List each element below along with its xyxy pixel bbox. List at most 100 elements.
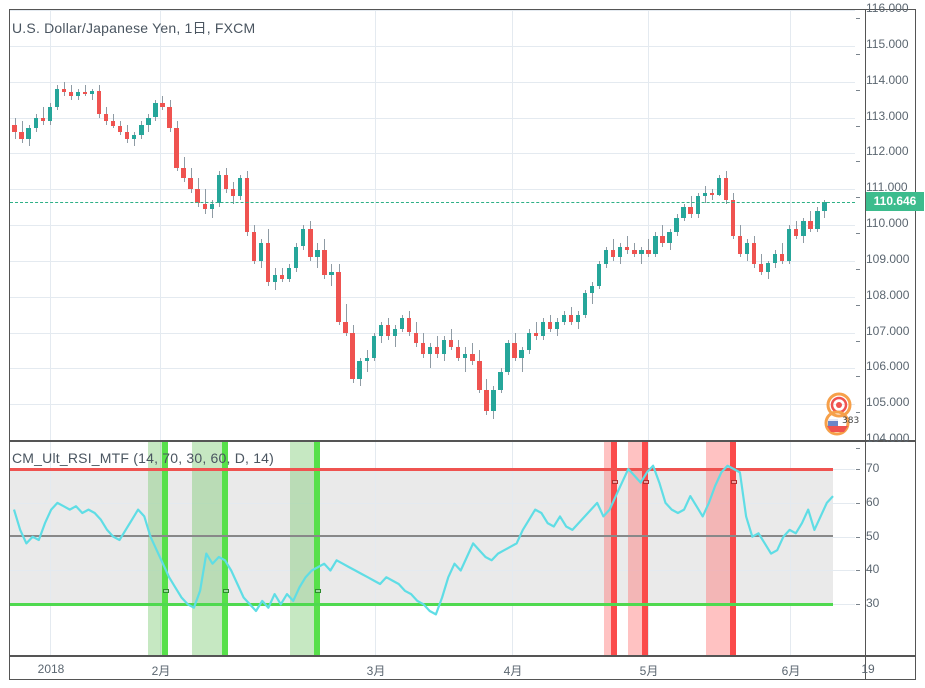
price-tick-mark: [856, 268, 860, 270]
price-tick-label: 109.000: [866, 251, 910, 266]
candle-wick: [648, 239, 649, 258]
price-gridline: [10, 81, 855, 83]
candle-body: [505, 343, 510, 372]
candle-body: [463, 354, 468, 358]
candle-body: [223, 174, 229, 190]
candle-body: [413, 332, 419, 344]
price-tick-label: 106.000: [866, 359, 910, 374]
candle-body: [230, 189, 236, 197]
oversold-marker: [163, 589, 169, 594]
price-tick-mark: [856, 376, 860, 378]
candle-wick: [395, 325, 396, 347]
candle-body: [118, 126, 123, 132]
price-gridline: [10, 117, 855, 119]
candle-body: [681, 207, 686, 218]
candle-body: [371, 336, 376, 358]
overbought-band-edge: [611, 442, 617, 655]
candle-wick: [346, 303, 347, 337]
candle-wick: [331, 264, 332, 286]
candle-body: [146, 117, 151, 125]
candle-body: [596, 264, 602, 286]
rsi-tick-mark: [856, 604, 860, 606]
time-gridline: [160, 10, 161, 440]
candle-body: [188, 178, 193, 190]
candle-body: [498, 371, 503, 390]
price-chart-plot[interactable]: [10, 10, 855, 440]
rsi-gridline: [10, 570, 855, 572]
candle-body: [287, 268, 292, 279]
overbought-marker: [731, 480, 737, 485]
candle-body: [765, 262, 771, 272]
rsi-tick-mark: [856, 536, 860, 538]
candle-body: [702, 192, 707, 197]
candle-body: [280, 275, 285, 279]
candle-body: [392, 328, 398, 337]
rsi-gridline: [10, 536, 855, 538]
price-tick-mark: [856, 89, 860, 91]
candle-body: [660, 235, 665, 243]
candle-body: [688, 207, 693, 215]
candle-body: [26, 128, 31, 139]
price-tick-label: 113.000: [866, 108, 909, 123]
price-tick-mark: [856, 340, 860, 342]
candle-body: [547, 321, 552, 329]
price-tick-label: 115.000: [866, 36, 909, 51]
price-tick-label: 107.000: [866, 323, 910, 338]
candle-body: [632, 250, 637, 254]
candle-body: [322, 250, 327, 276]
rsi-tick-label: 70: [866, 461, 880, 476]
candle-body: [244, 178, 250, 233]
oversold-marker: [315, 589, 321, 594]
candle-wick: [536, 321, 537, 340]
candle-body: [611, 250, 616, 258]
candle-body: [449, 339, 454, 347]
price-tick-label: 116.000: [866, 1, 909, 15]
candle-body: [730, 199, 736, 236]
candle-body: [554, 321, 560, 329]
candle-wick: [641, 246, 642, 265]
time-tick-label: 2018: [37, 662, 65, 676]
price-tick-mark: [856, 161, 860, 163]
candle-body: [667, 232, 672, 243]
price-gridline: [10, 404, 855, 406]
price-tick-mark: [856, 53, 860, 55]
time-axis-panel[interactable]: 2018 2月 3月 4月 5月 6月 19: [9, 656, 916, 680]
overbought-band-edge: [730, 442, 736, 655]
time-gridline: [648, 10, 649, 440]
rsi-gridline: [10, 502, 855, 504]
candle-body: [209, 203, 214, 209]
candle-body: [301, 228, 306, 247]
time-gridline: [790, 442, 791, 655]
time-gridline: [160, 442, 161, 655]
candle-wick: [592, 282, 593, 304]
price-tick-label: 105.000: [866, 395, 910, 410]
candle-body: [336, 271, 341, 322]
candle-body: [758, 264, 764, 272]
rsi-tick-mark: [856, 570, 860, 572]
candle-body: [815, 210, 820, 229]
rsi-tick-label: 30: [866, 596, 880, 611]
time-tick-label: 19: [861, 662, 875, 676]
candle-body: [526, 332, 531, 351]
candle-body: [716, 178, 721, 195]
time-gridline: [790, 10, 791, 440]
rsi-axis[interactable]: 70 60 50 40 30: [856, 441, 916, 656]
price-tick-mark: [856, 197, 860, 199]
rsi-indicator-plot[interactable]: [10, 442, 855, 655]
midline: [10, 535, 833, 538]
oversold-band-edge: [222, 442, 228, 655]
current-price-badge[interactable]: 110.646: [866, 192, 924, 212]
candle-body: [406, 318, 412, 333]
price-axis[interactable]: 116.000 115.000 114.000 113.000 112.000 111.0…: [856, 1, 916, 449]
chart-title: U.S. Dollar/Japanese Yen, 1日, FXCM: [12, 20, 256, 36]
rsi-tick-mark: [856, 502, 860, 504]
axis-separator: [865, 9, 866, 680]
candle-body: [519, 350, 524, 358]
candle-body: [441, 339, 447, 354]
candle-body: [96, 90, 102, 114]
candle-body: [484, 389, 489, 412]
price-gridline: [10, 368, 855, 370]
candle-body: [709, 192, 714, 195]
candle-body: [822, 201, 827, 211]
overbought-band-edge: [642, 442, 648, 655]
